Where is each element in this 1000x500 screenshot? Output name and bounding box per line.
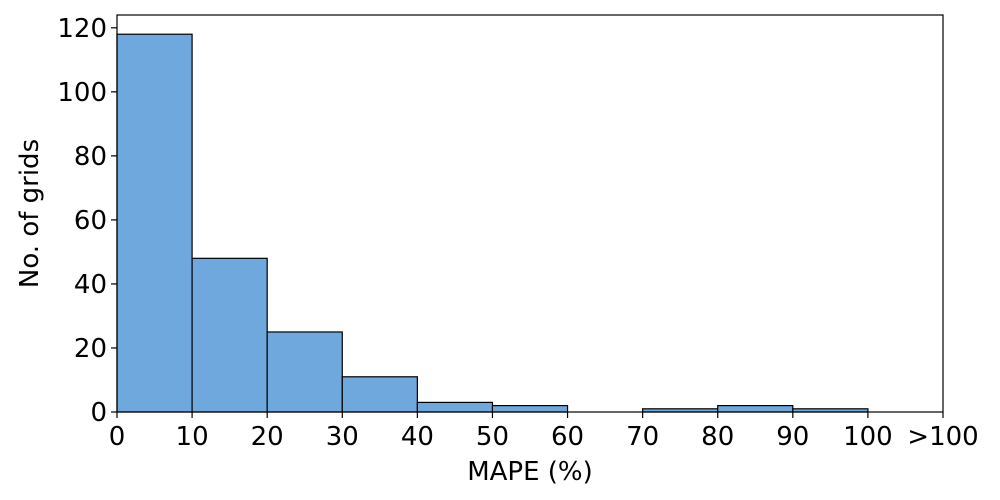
plot-frame [116,14,944,413]
x-tick-label: 70 [626,422,659,452]
y-axis-label: No. of grids [15,139,45,288]
y-tick-label: 60 [74,206,107,236]
histogram-bar [116,33,193,413]
x-axis-label: MAPE (%) [467,457,593,487]
y-tick-label: 0 [90,398,107,428]
histogram-bar [266,331,343,413]
x-tick-label: 30 [326,422,359,452]
y-tick-label: 120 [57,14,107,44]
x-tick-label: 10 [176,422,209,452]
x-tick-label: >100 [907,422,978,452]
x-axis-ticks: 0 10 20 30 40 50 60 70 80 90 100 >100 [109,412,979,452]
x-tick-label: 100 [843,422,893,452]
x-tick-label: 90 [776,422,809,452]
x-tick-label: 40 [401,422,434,452]
y-tick-label: 20 [74,334,107,364]
histogram-bar [191,257,268,413]
x-tick-label: 0 [109,422,126,452]
histogram-bar [491,404,569,413]
histogram-bar [717,404,794,413]
y-tick-label: 100 [57,78,107,108]
y-axis-ticks: 0 20 40 60 80 100 120 [57,14,117,428]
y-tick-label: 40 [74,270,107,300]
x-tick-label: 60 [551,422,584,452]
y-tick-label: 80 [74,142,107,172]
x-tick-label: 80 [701,422,734,452]
histogram-bar [416,401,494,413]
histogram-bar [341,376,418,413]
x-tick-label: 50 [476,422,509,452]
x-tick-label: 20 [251,422,284,452]
histogram-bars [116,33,869,413]
